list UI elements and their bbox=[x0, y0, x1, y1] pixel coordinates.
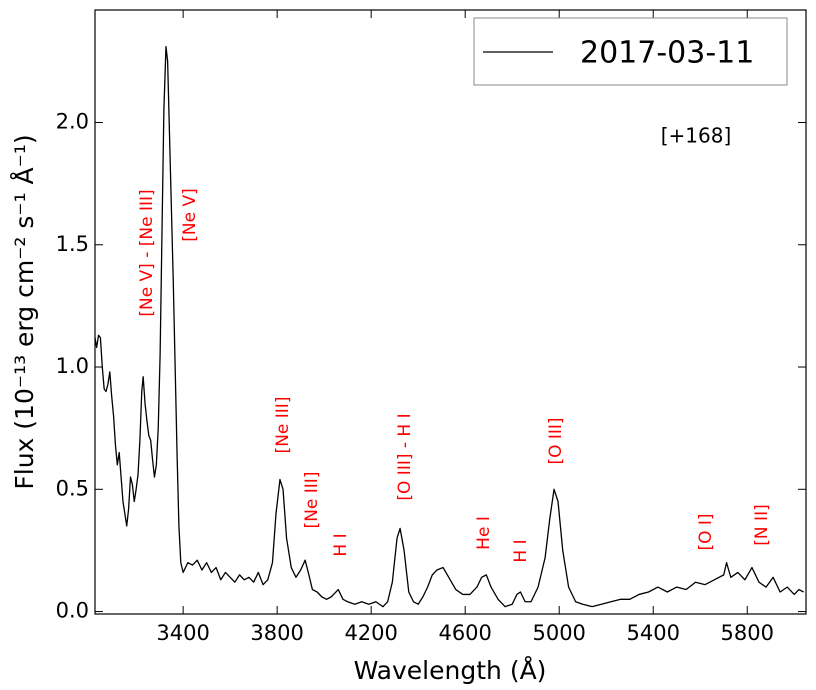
line-annotation: [O I] bbox=[696, 513, 716, 550]
y-tick-label: 1.0 bbox=[56, 354, 89, 378]
x-tick-label: 5800 bbox=[721, 621, 774, 645]
x-tick-label: 5400 bbox=[626, 621, 679, 645]
line-annotation: [O III] - H I bbox=[395, 413, 415, 500]
y-tick-label: 0.0 bbox=[56, 599, 89, 623]
line-annotation: [N II] bbox=[752, 504, 772, 545]
x-tick-label: 3400 bbox=[156, 621, 209, 645]
line-annotation: He I bbox=[474, 516, 494, 550]
line-annotation: [O III] bbox=[546, 417, 566, 464]
line-annotation: [Ne V] - [Ne III] bbox=[137, 189, 157, 316]
y-tick-label: 2.0 bbox=[56, 109, 89, 133]
plot-frame bbox=[94, 9, 807, 615]
line-annotation: H I bbox=[511, 539, 531, 562]
line-annotation: [Ne III] bbox=[302, 472, 322, 529]
line-annotation: [Ne V] bbox=[180, 188, 200, 241]
x-tick-label: 4600 bbox=[438, 621, 491, 645]
x-tick-label: 4200 bbox=[344, 621, 397, 645]
x-axis-label: Wavelength (Å) bbox=[354, 656, 547, 685]
y-axis-label: Flux (10⁻¹³ erg cm⁻² s⁻¹ Å⁻¹) bbox=[10, 134, 39, 489]
epoch-label: [+168] bbox=[661, 124, 732, 148]
line-annotation: H I bbox=[331, 533, 351, 556]
x-tick-label: 3800 bbox=[250, 621, 303, 645]
line-annotation: [Ne III] bbox=[273, 397, 293, 454]
y-tick-label: 0.5 bbox=[56, 476, 89, 500]
spectrum-line bbox=[94, 46, 804, 608]
x-tick-label: 5000 bbox=[532, 621, 585, 645]
legend-label: 2017-03-11 bbox=[580, 36, 754, 71]
y-tick-label: 1.5 bbox=[56, 232, 89, 256]
